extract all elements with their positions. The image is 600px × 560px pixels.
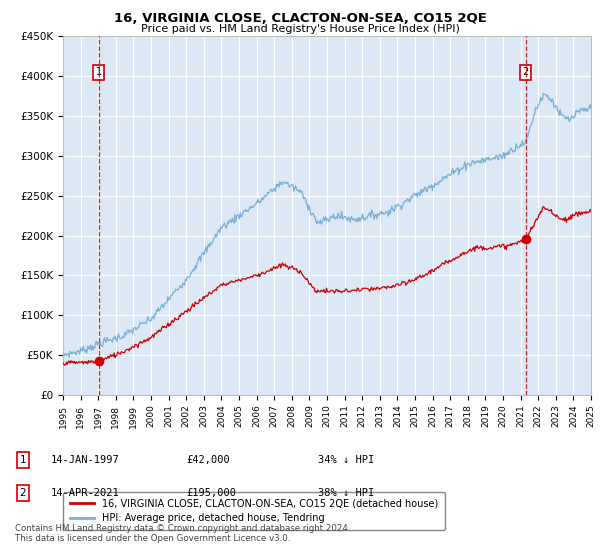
Text: 1: 1 xyxy=(19,455,26,465)
Text: 38% ↓ HPI: 38% ↓ HPI xyxy=(318,488,374,498)
Text: £42,000: £42,000 xyxy=(186,455,230,465)
Text: 16, VIRGINIA CLOSE, CLACTON-ON-SEA, CO15 2QE: 16, VIRGINIA CLOSE, CLACTON-ON-SEA, CO15… xyxy=(113,12,487,25)
Text: £195,000: £195,000 xyxy=(186,488,236,498)
Text: 14-APR-2021: 14-APR-2021 xyxy=(51,488,120,498)
Text: Price paid vs. HM Land Registry's House Price Index (HPI): Price paid vs. HM Land Registry's House … xyxy=(140,24,460,34)
Text: Contains HM Land Registry data © Crown copyright and database right 2024.
This d: Contains HM Land Registry data © Crown c… xyxy=(15,524,350,543)
Text: 14-JAN-1997: 14-JAN-1997 xyxy=(51,455,120,465)
Text: 2: 2 xyxy=(19,488,26,498)
Legend: 16, VIRGINIA CLOSE, CLACTON-ON-SEA, CO15 2QE (detached house), HPI: Average pric: 16, VIRGINIA CLOSE, CLACTON-ON-SEA, CO15… xyxy=(63,492,445,530)
Text: 1: 1 xyxy=(96,67,102,77)
Text: 34% ↓ HPI: 34% ↓ HPI xyxy=(318,455,374,465)
Text: 2: 2 xyxy=(523,67,529,77)
